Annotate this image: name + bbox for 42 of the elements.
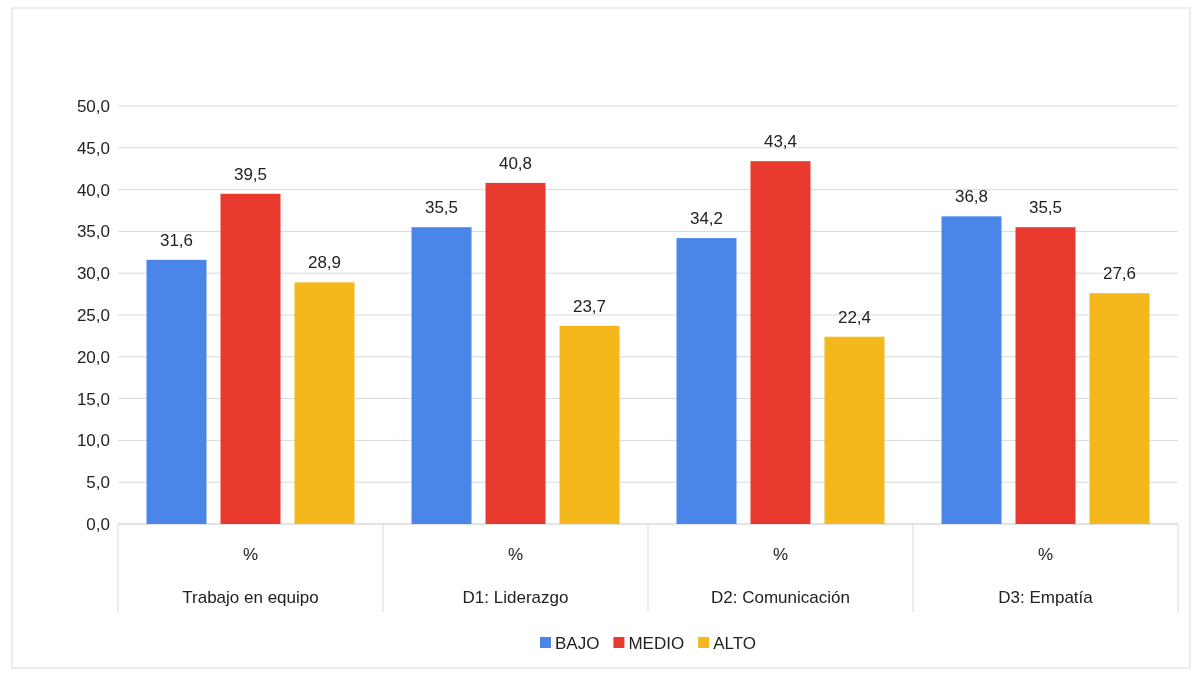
category-label: % D2: Comunicación <box>711 545 850 607</box>
bar <box>676 238 737 524</box>
data-label: 27,6 <box>1102 264 1137 284</box>
data-label: 34,2 <box>689 209 724 229</box>
bar <box>559 325 620 524</box>
y-tick-label: 35,0 <box>76 222 110 242</box>
data-label: 40,8 <box>498 153 533 173</box>
data-label: 28,9 <box>307 253 342 273</box>
bar <box>485 182 546 524</box>
bar <box>220 193 281 524</box>
bar <box>294 282 355 524</box>
bar <box>1015 227 1076 524</box>
y-tick-label: 30,0 <box>76 264 110 284</box>
bar <box>146 259 207 524</box>
legend-label: BAJO <box>555 634 600 653</box>
y-tick-label: 50,0 <box>76 96 110 116</box>
y-tick-label: 0,0 <box>86 514 110 534</box>
data-label: 35,5 <box>424 198 459 218</box>
data-label: 23,7 <box>572 296 607 316</box>
bar <box>824 336 885 524</box>
bar <box>1089 293 1150 524</box>
data-label: 43,4 <box>763 132 798 152</box>
data-label: 36,8 <box>954 187 989 207</box>
bar <box>941 216 1002 524</box>
data-label: 31,6 <box>159 230 194 250</box>
data-label: 22,4 <box>837 307 872 327</box>
bar <box>411 227 472 524</box>
category-label: % Trabajo en equipo <box>182 545 319 607</box>
y-tick-label: 10,0 <box>76 431 110 451</box>
bar <box>750 161 811 524</box>
category-label: % D3: Empatía <box>998 545 1093 607</box>
y-tick-label: 20,0 <box>76 347 110 367</box>
y-tick-label: 25,0 <box>76 305 110 325</box>
y-tick-label: 40,0 <box>76 180 110 200</box>
y-tick-label: 5,0 <box>86 473 110 493</box>
data-label: 39,5 <box>233 164 268 184</box>
data-label: 35,5 <box>1028 198 1063 218</box>
y-tick-label: 15,0 <box>76 389 110 409</box>
legend-label: MEDIO <box>628 634 685 653</box>
legend-label: ALTO <box>713 634 756 653</box>
y-tick-label: 45,0 <box>76 138 110 158</box>
category-label: % D1: Liderazgo <box>462 545 569 607</box>
